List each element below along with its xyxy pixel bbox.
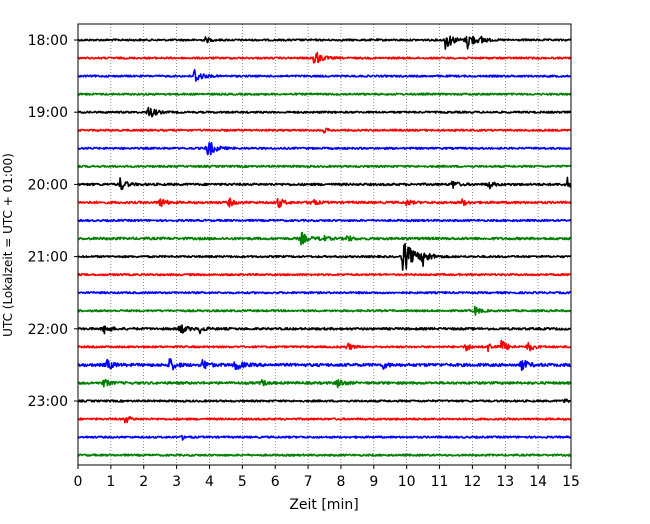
y-tick-label: 23:00 [28,394,68,410]
y-tick-label: 20:00 [28,177,68,193]
y-tick-label: 18:00 [28,33,68,49]
trace-2345 [77,453,572,457]
x-tick-label: 14 [529,474,547,490]
trace-2300 [77,398,572,404]
trace-1815 [77,51,572,64]
trace-2230 [77,358,572,372]
trace-2330 [77,434,572,441]
trace-2100 [77,242,572,271]
x-tick-label: 9 [369,474,378,490]
trace-2315 [77,415,572,424]
trace-1915 [77,127,572,134]
x-tick-label: 5 [238,474,247,490]
y-tick-label: 21:00 [28,250,68,266]
x-tick-label: 11 [431,474,449,490]
y-tick-label: 19:00 [28,105,68,121]
y-ticks: 18:00 19:00 20:00 21:00 22:00 23:00 [28,33,78,410]
x-tick-label: 4 [205,474,214,490]
trace-2115 [77,272,572,277]
trace-2215 [77,339,572,353]
x-tick-label: 13 [496,474,514,490]
x-axis-label: Zeit [min] [289,497,358,513]
trace-2200 [77,324,572,335]
trace-1900 [77,106,572,118]
trace-2015 [77,197,572,209]
trace-1800 [77,35,572,50]
x-tick-label: 0 [74,474,83,490]
y-axis-label: UTC (Lokalzeit = UTC + 01:00) [1,153,15,337]
x-tick-label: 1 [106,474,115,490]
x-ticks: 0 1 2 3 4 5 6 7 8 9 10 11 12 13 14 15 [74,465,580,490]
trace-2000 [77,176,572,191]
trace-1930 [77,141,572,156]
trace-2145 [77,305,572,316]
trace-2245 [77,378,572,389]
trace-2030 [77,218,572,223]
x-tick-label: 15 [562,474,580,490]
trace-2130 [77,291,572,295]
plot-area [78,24,571,465]
x-tick-label: 12 [463,474,481,490]
trace-1845 [77,92,572,96]
x-tick-label: 2 [139,474,148,490]
plot-frame [77,23,572,466]
trace-1945 [77,164,572,169]
trace-lines [77,35,572,457]
trace-1830 [77,68,572,82]
x-tick-label: 8 [336,474,345,490]
y-tick-label: 22:00 [28,322,68,338]
trace-2045 [77,231,572,246]
x-tick-label: 7 [304,474,313,490]
x-tick-label: 10 [398,474,416,490]
x-tick-label: 3 [172,474,181,490]
x-tick-label: 6 [271,474,280,490]
